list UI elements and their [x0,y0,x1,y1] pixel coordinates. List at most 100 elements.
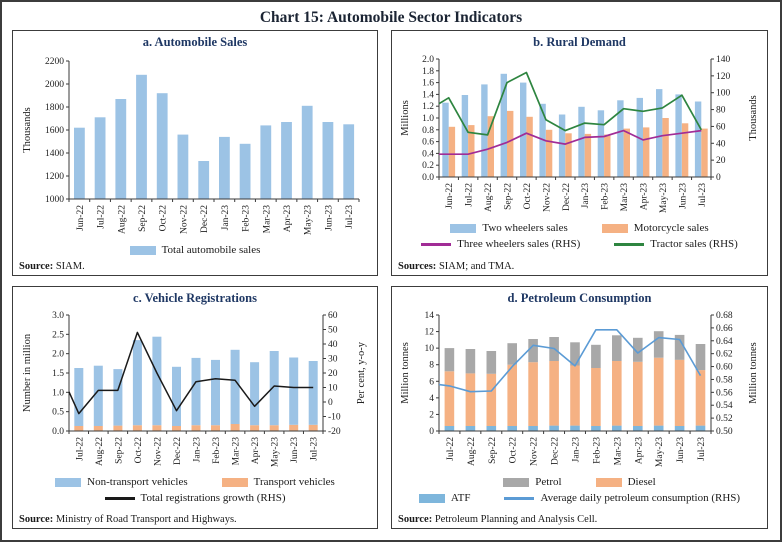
svg-text:Jan-23: Jan-23 [221,205,231,231]
svg-text:Million tonnes: Million tonnes [748,342,759,404]
bars [444,331,705,431]
panel-c-source: Source: Ministry of Road Transport and H… [17,514,373,525]
legend-item: ATF [418,491,470,506]
svg-text:0.0: 0.0 [422,173,434,183]
legend-item: Total automobile sales [129,243,260,258]
svg-text:0.6: 0.6 [422,138,434,148]
svg-text:Oct-22: Oct-22 [159,205,169,232]
svg-text:80: 80 [716,106,726,116]
svg-text:Aug-22: Aug-22 [484,183,494,212]
chart-panel-c: c. Vehicle Registrations 0.0 0.5 1.0 1.5 2.0… [12,286,378,529]
legend-row: Total automobile sales [17,243,373,258]
svg-text:Thousands: Thousands [22,107,33,153]
svg-text:Jul-23: Jul-23 [345,205,355,229]
svg-text:1000: 1000 [45,195,64,205]
legend-patch-swatch [221,478,248,487]
svg-text:1.6: 1.6 [422,79,434,89]
legend-label: Motorcycle sales [633,222,709,234]
source-text: Petroleum Planning and Analysis Cell. [432,514,598,525]
svg-text:Aug-22: Aug-22 [95,437,105,466]
chart-svg: 0 2 4 6 8 10 12 14 0.50 0.52 0.54 0.56 0.58 0.60 0.62 0… [400,311,759,467]
svg-text:Feb-23: Feb-23 [242,205,252,232]
legend-row: Petrol Diesel [396,475,763,490]
svg-text:May-23: May-23 [271,437,281,467]
svg-text:2.0: 2.0 [52,350,64,360]
svg-text:Jul-22: Jul-22 [75,437,85,461]
svg-text:0.0: 0.0 [52,427,64,437]
legend-item: Petrol [503,475,562,490]
legend-label: Three wheelers sales (RHS) [457,238,581,250]
svg-text:3.0: 3.0 [52,311,64,321]
legend-patch-swatch [503,478,530,487]
svg-text:1600: 1600 [45,126,64,136]
svg-text:Mar-23: Mar-23 [232,437,242,466]
legend-item: Tractor sales (RHS) [614,237,738,252]
legend-item: Average daily petroleum consumption (RHS… [504,491,740,506]
svg-text:2: 2 [429,410,434,420]
svg-text:30: 30 [328,355,338,365]
panel-b-chart: 0.0 0.2 0.4 0.6 0.8 1.0 1.2 1.4 1.6 1.8 2.0 0 20 40 60… [396,53,763,219]
svg-text:0.8: 0.8 [422,126,434,136]
source-text: SIAM; and TMA. [436,261,515,272]
svg-text:Sep-22: Sep-22 [487,437,497,464]
legend-row: Two wheelers sales Motorcycle sales [396,221,763,236]
legend-patch-swatch [450,224,477,233]
panel-d-legend: Petrol Diesel ATF Average daily petroleum c… [396,474,763,506]
legend-label: Tractor sales (RHS) [650,238,738,250]
legend-label: Two wheelers sales [482,222,568,234]
svg-text:Feb-23: Feb-23 [600,183,610,210]
svg-text:Apr-23: Apr-23 [251,437,261,464]
svg-text:Mar-23: Mar-23 [262,205,272,234]
legend-line-swatch [504,497,535,500]
panel-a-source: Source: SIAM. [17,261,373,272]
svg-text:1.4: 1.4 [422,90,434,100]
source-label: Source: [398,514,433,525]
svg-text:2.0: 2.0 [422,55,434,65]
svg-text:2200: 2200 [45,57,64,67]
svg-text:Jul-23: Jul-23 [310,437,320,461]
legend-item: Non-transport vehicles [55,475,188,490]
svg-text:2000: 2000 [45,80,64,90]
legend-label: Petrol [535,476,562,488]
legend-patch-swatch [595,478,622,487]
line-series [438,129,701,156]
source-text: Ministry of Road Transport and Highways. [53,514,237,525]
legend-row: Three wheelers sales (RHS) Tractor sales … [396,237,763,252]
panel-c-legend: Non-transport vehicles Transport vehicles… [17,474,373,506]
legend-patch-swatch [601,224,628,233]
svg-text:1200: 1200 [45,172,64,182]
svg-text:May-23: May-23 [655,437,665,467]
svg-text:Jul-23: Jul-23 [697,183,707,207]
panel-a-title: a. Automobile Sales [142,35,248,49]
axes: 1000 1200 1400 1600 1800 2000 2200 Jun-22 Jul-22… [22,57,360,235]
panels-grid: a. Automobile Sales 1000 1200 1400 1600 1800… [12,30,770,529]
svg-text:Mar-23: Mar-23 [620,183,630,212]
source-text: SIAM. [53,261,85,272]
panel-d-source: Source: Petroleum Planning and Analysis … [396,514,763,525]
svg-text:Jan-23: Jan-23 [193,437,203,463]
svg-text:Sep-22: Sep-22 [503,183,513,210]
chart-panel-d: d. Petroleum Consumption 0 2 4 6 8 10 12 14 0.50… [391,286,768,529]
legend-item: Three wheelers sales (RHS) [421,237,580,252]
source-label: Source: [19,261,54,272]
panel-b-legend: Two wheelers sales Motorcycle sales Three … [396,220,763,252]
svg-text:Dec-22: Dec-22 [173,437,183,465]
svg-text:Nov-22: Nov-22 [542,183,552,212]
svg-text:Dec-22: Dec-22 [561,183,571,211]
svg-text:4: 4 [429,394,434,404]
svg-text:20: 20 [716,156,726,166]
svg-text:Thousands: Thousands [748,95,759,141]
svg-text:Feb-23: Feb-23 [212,437,222,464]
svg-text:12: 12 [424,328,434,338]
svg-text:10: 10 [328,384,338,394]
svg-text:60: 60 [716,122,726,132]
svg-text:40: 40 [716,139,726,149]
legend-label: Diesel [627,476,656,488]
svg-text:0.58: 0.58 [716,375,733,385]
svg-text:-10: -10 [328,413,341,423]
panel-d-chart: 0 2 4 6 8 10 12 14 0.50 0.52 0.54 0.56 0.58 0.60 0.62 0… [396,309,763,473]
panel-b-title: b. Rural Demand [533,35,626,49]
svg-text:Jan-23: Jan-23 [581,183,591,209]
axes: 0.0 0.5 1.0 1.5 2.0 2.5 3.0 -20 -10 0 10 20 30 40 50 60… [22,311,367,467]
